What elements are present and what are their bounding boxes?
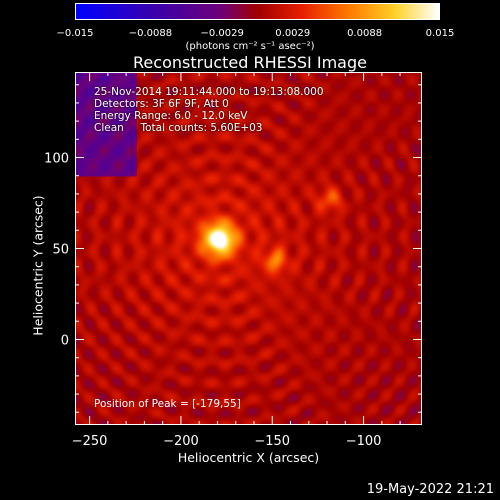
x-tick-label: −200 <box>163 434 199 449</box>
colorbar <box>75 3 440 20</box>
info-energy: Energy Range: 6.0 - 12.0 keV <box>94 110 248 122</box>
colorbar-tick-label: 0.015 <box>425 28 455 39</box>
y-tick-label: 50 <box>52 243 69 258</box>
chart-title: Reconstructed RHESSI Image <box>133 53 367 72</box>
colorbar-tick-label: 0.0088 <box>347 28 383 39</box>
colorbar-tick-label: 0.0029 <box>275 28 311 39</box>
colorbar-unit-label: (photons cm⁻² s⁻¹ asec⁻²) <box>185 41 315 52</box>
y-axis-label: Heliocentric Y (arcsec) <box>30 195 46 336</box>
info-time: 25-Nov-2014 19:11:44.000 to 19:13:08.000 <box>94 86 324 98</box>
colorbar-tick-label: −0.0088 <box>128 28 173 39</box>
colorbar-tick-label: −0.015 <box>56 28 94 39</box>
colorbar-gradient <box>76 4 439 19</box>
x-tick-label: −250 <box>72 434 108 449</box>
heatmap-image <box>76 73 421 424</box>
timestamp: 19-May-2022 21:21 <box>366 482 494 497</box>
colorbar-tick-label: −0.0029 <box>200 28 244 39</box>
info-detectors: Detectors: 3F 6F 9F, Att 0 <box>94 98 229 110</box>
x-axis-label: Heliocentric X (arcsec) <box>177 450 320 465</box>
plot-area <box>75 72 422 425</box>
info-method: Clean Total counts: 5.60E+03 <box>94 122 263 134</box>
peak-position-label: Position of Peak = [-179,55] <box>94 398 241 410</box>
x-tick-label: −100 <box>346 434 382 449</box>
y-tick-label: 0 <box>61 333 69 348</box>
y-tick-label: 100 <box>44 152 69 167</box>
x-tick-label: −150 <box>254 434 290 449</box>
